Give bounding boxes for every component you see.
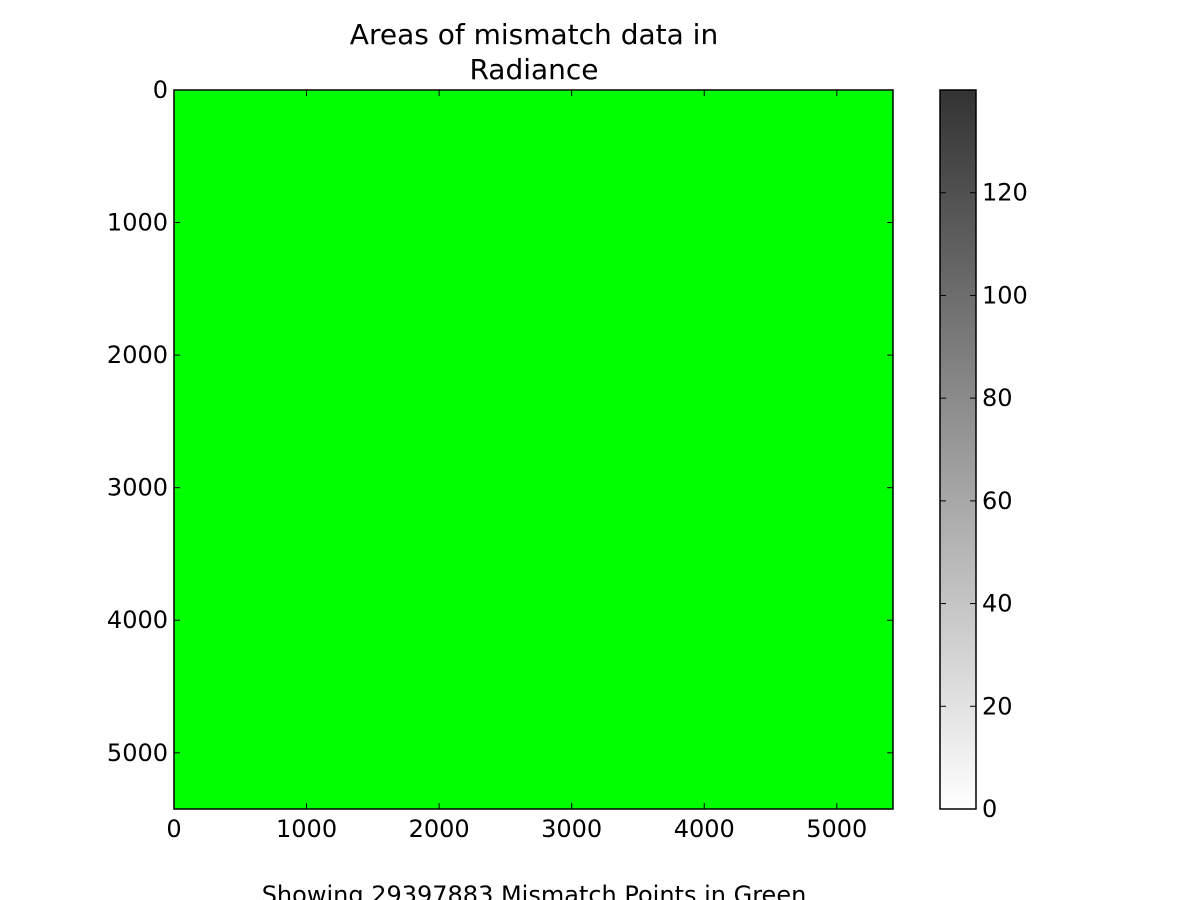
x-tick-label: 0 <box>166 815 181 843</box>
y-tick-label: 3000 <box>107 474 168 502</box>
x-tick-label: 3000 <box>541 815 602 843</box>
main-axes: 0 1000 2000 3000 4000 5000 0 1000 2000 3000 4000 50… <box>107 76 894 843</box>
plot-frame <box>173 89 894 810</box>
y-tick-label: 0 <box>153 76 168 104</box>
chart-title-line: Areas of mismatch data in <box>350 18 718 51</box>
x-tick-label: 5000 <box>806 815 867 843</box>
colorbar-tick-label: 80 <box>982 384 1013 412</box>
mismatch-area <box>174 90 893 809</box>
colorbar-tick-label: 40 <box>982 590 1013 618</box>
y-tick-label: 5000 <box>107 739 168 767</box>
x-tick-label: 1000 <box>276 815 337 843</box>
chart-title-line: Radiance <box>469 53 598 86</box>
x-axis-label: Showing 29397883 Mismatch Points in Gree… <box>262 881 807 900</box>
x-tick-label: 2000 <box>409 815 470 843</box>
colorbar-tick-label: 20 <box>982 692 1013 720</box>
colorbar: 0 20 40 60 80 100 120 <box>939 89 1028 823</box>
y-tick-label: 1000 <box>107 209 168 237</box>
x-tick-label: 4000 <box>674 815 735 843</box>
colorbar-tick-label: 0 <box>982 795 997 823</box>
colorbar-tick-label: 60 <box>982 487 1013 515</box>
x-axis-label-text: Showing 29397883 Mismatch Points in Gree… <box>262 881 807 900</box>
colorbar-tick-label: 100 <box>982 281 1028 309</box>
y-tick-label: 4000 <box>107 606 168 634</box>
colorbar-tick-label: 120 <box>982 179 1028 207</box>
colorbar-gradient <box>940 90 976 809</box>
colorbar-frame <box>939 89 977 810</box>
y-tick-label: 2000 <box>107 341 168 369</box>
